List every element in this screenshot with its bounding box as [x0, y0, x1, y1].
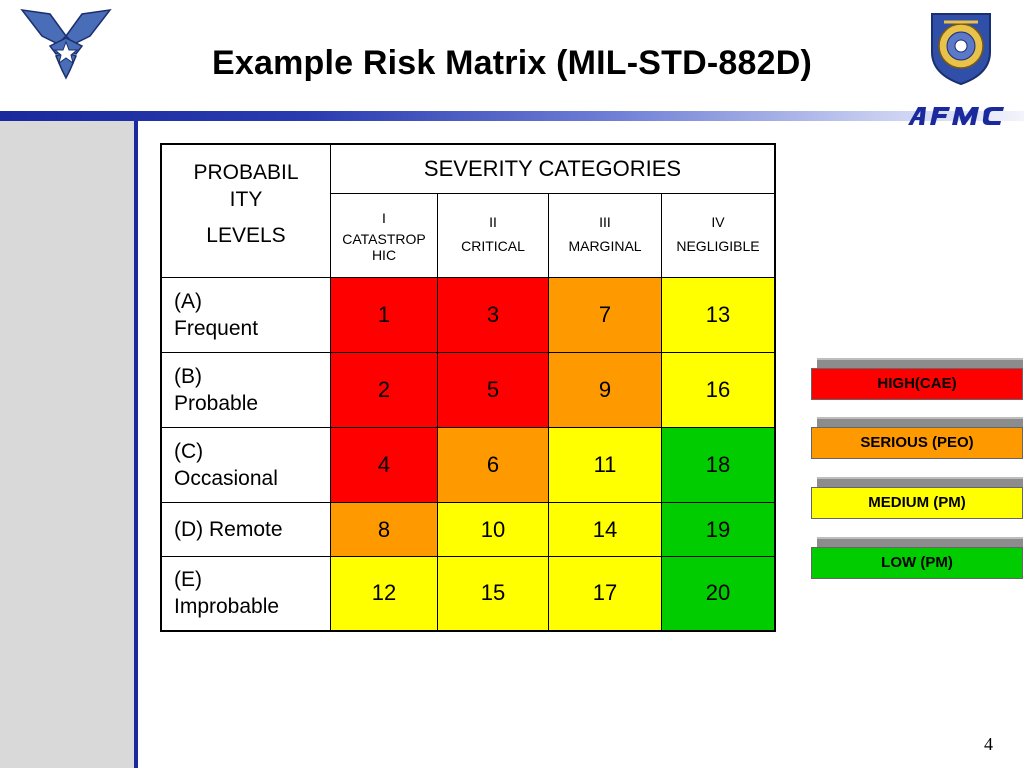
risk-cell: 16 — [661, 352, 776, 428]
risk-cell: 15 — [437, 556, 549, 631]
row-label-line2: Probable — [174, 392, 259, 415]
category-label: CATASTROP HIC — [342, 231, 426, 264]
legend-item-serious: SERIOUS (PEO) — [811, 417, 1024, 459]
side-panel — [0, 121, 134, 768]
afmc-banner-icon — [908, 107, 1004, 125]
category-number: III — [599, 214, 611, 231]
row-label-line1: (B) — [174, 364, 202, 388]
category-number: IV — [711, 214, 725, 231]
row-label-probable: (B) Probable — [160, 352, 331, 428]
category-number: I — [382, 210, 386, 227]
risk-matrix-table: PROBABIL ITY LEVELS SEVERITY CATEGORIES … — [160, 143, 776, 632]
row-label-improbable: (E) Improbable — [160, 556, 331, 631]
risk-cell: 11 — [548, 427, 662, 503]
row-label-line2: Occasional — [174, 467, 278, 490]
category-label: NEGLIGIBLE — [676, 238, 760, 255]
row-label-remote: (D) Remote — [160, 502, 331, 557]
table-row: (A) Frequent 1 3 7 13 — [160, 277, 776, 353]
risk-cell: 5 — [437, 352, 549, 428]
risk-cell: 6 — [437, 427, 549, 503]
page-title: Example Risk Matrix (MIL-STD-882D) — [211, 44, 813, 82]
row-label-line1: (E) — [174, 567, 202, 591]
category-header-marginal: III MARGINAL — [548, 192, 662, 278]
header-bar — [0, 111, 1024, 121]
probability-header-line1: PROBABIL — [193, 161, 299, 184]
page-number: 4 — [984, 734, 993, 754]
table-row: (D) Remote 8 10 14 19 — [160, 502, 776, 557]
category-header-catastrophic: I CATASTROP HIC — [330, 192, 438, 278]
category-number: II — [489, 214, 497, 231]
row-label-line2: Improbable — [174, 595, 280, 619]
side-divider — [134, 121, 138, 768]
category-label: CRITICAL — [461, 238, 525, 255]
risk-cell: 18 — [661, 427, 776, 503]
risk-cell: 12 — [330, 556, 438, 631]
risk-cell: 2 — [330, 352, 438, 428]
row-label-frequent: (A) Frequent — [160, 277, 331, 353]
afmc-shield-icon — [931, 13, 991, 86]
table-row: (B) Probable 2 5 9 16 — [160, 352, 776, 428]
air-force-symbol-icon — [20, 8, 112, 80]
risk-cell: 4 — [330, 427, 438, 503]
probability-header-line3: LEVELS — [206, 223, 286, 247]
legend-label: HIGH(CAE) — [811, 368, 1023, 400]
risk-cell: 13 — [661, 277, 776, 353]
risk-cell: 1 — [330, 277, 438, 353]
risk-cell: 10 — [437, 502, 549, 557]
row-label-line1: (A) — [174, 289, 202, 313]
probability-header-line2: ITY — [229, 188, 263, 212]
legend-item-high: HIGH(CAE) — [811, 358, 1024, 400]
row-label-occasional: (C) Occasional — [160, 427, 331, 503]
risk-cell: 19 — [661, 502, 776, 557]
legend-label: MEDIUM (PM) — [811, 487, 1023, 519]
row-label-line2: Frequent — [174, 317, 259, 340]
legend-item-low: LOW (PM) — [811, 537, 1024, 579]
risk-cell: 20 — [661, 556, 776, 631]
category-label: MARGINAL — [568, 238, 642, 255]
risk-cell: 14 — [548, 502, 662, 557]
risk-cell: 7 — [548, 277, 662, 353]
probability-levels-header: PROBABIL ITY LEVELS — [160, 143, 331, 278]
row-label-line1: (C) — [174, 439, 204, 463]
risk-cell: 8 — [330, 502, 438, 557]
row-label-line1: (D) Remote — [174, 517, 283, 541]
legend-label: SERIOUS (PEO) — [811, 427, 1023, 459]
risk-cell: 9 — [548, 352, 662, 428]
risk-cell: 17 — [548, 556, 662, 631]
severity-categories-header: SEVERITY CATEGORIES — [330, 143, 776, 194]
table-row: (E) Improbable 12 15 17 20 — [160, 556, 776, 631]
table-row: (C) Occasional 4 6 11 18 — [160, 427, 776, 503]
category-header-negligible: IV NEGLIGIBLE — [661, 192, 776, 278]
legend-label: LOW (PM) — [811, 547, 1023, 579]
legend-item-medium: MEDIUM (PM) — [811, 477, 1024, 519]
risk-cell: 3 — [437, 277, 549, 353]
category-header-critical: II CRITICAL — [437, 192, 549, 278]
